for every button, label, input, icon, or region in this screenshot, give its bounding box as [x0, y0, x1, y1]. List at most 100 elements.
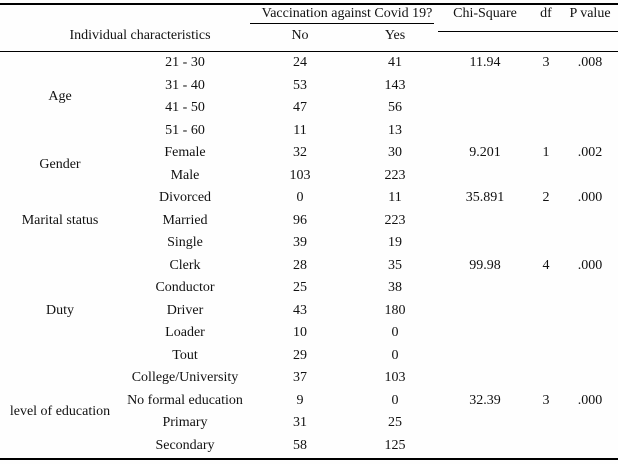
chi-value-cell: 9.201: [469, 145, 501, 161]
table-row: Marital status Divorced 0 11 35.891 2 .000: [0, 187, 618, 228]
df-value-cell: [530, 97, 562, 120]
table-row: Gender Female 32 30 9.201 1 .002: [0, 142, 618, 171]
table-row: Single 39 19: [0, 232, 618, 255]
subcategory-cell: 41 - 50: [165, 100, 205, 116]
yes-value-cell: 125: [384, 437, 406, 453]
p-value-cell: .000: [577, 257, 603, 273]
p-value-cell: .000: [577, 190, 603, 206]
no-value-cell: 47: [293, 100, 307, 116]
df-value-cell: [530, 277, 562, 300]
df-value-cell: [530, 210, 562, 233]
table-bottom-border: [0, 458, 618, 460]
yes-value-cell: 35: [388, 257, 402, 273]
table-row: Loader 10 0: [0, 322, 618, 345]
p-value-cell: [562, 345, 618, 368]
subcategory-cell: No formal education: [127, 392, 243, 408]
p-value-cell: [562, 412, 618, 435]
p-value-cell: [562, 75, 618, 98]
no-column-header: No: [291, 28, 309, 43]
p-value-cell: .000: [577, 392, 603, 408]
subcategory-cell: Male: [170, 167, 200, 183]
subcategory-cell: Married: [162, 212, 208, 228]
chi-value-cell: [440, 367, 530, 390]
subcategory-cell: Driver: [166, 302, 204, 318]
yes-column-header: Yes: [384, 28, 406, 43]
p-value-cell: [562, 210, 618, 233]
df-value-cell: [530, 300, 562, 323]
no-value-cell: 53: [293, 77, 307, 93]
df-value-cell: [530, 120, 562, 143]
yes-value-cell: 143: [384, 77, 406, 93]
df-value-cell: [530, 322, 562, 345]
subcategory-cell: 21 - 30: [165, 55, 205, 71]
df-header: df: [540, 6, 552, 21]
p-value-cell: [562, 322, 618, 345]
df-value-cell: [530, 435, 562, 458]
chi-value-cell: [440, 232, 530, 255]
p-value-cell: [562, 165, 618, 188]
no-value-cell: 96: [293, 212, 307, 228]
table-row: Primary 31 25: [0, 412, 618, 435]
table-row: Driver 43 180: [0, 300, 618, 323]
no-value-cell: 58: [293, 437, 307, 453]
table-row: Married 96 223: [0, 210, 618, 233]
subcategory-cell: Secondary: [155, 437, 215, 453]
yes-value-cell: 103: [384, 370, 406, 386]
stats-header-underline: [438, 31, 618, 32]
yes-value-cell: 11: [388, 190, 402, 206]
p-value-cell: [562, 97, 618, 120]
yes-value-cell: 13: [388, 122, 402, 138]
df-value-cell: 1: [542, 145, 550, 161]
no-value-cell: 28: [293, 257, 307, 273]
p-value-cell: [562, 120, 618, 143]
df-value-cell: [530, 75, 562, 98]
chi-value-cell: [440, 322, 530, 345]
chi-value-cell: [440, 120, 530, 143]
no-value-cell: 103: [289, 167, 311, 183]
no-value-cell: 43: [293, 302, 307, 318]
p-value-cell: [562, 232, 618, 255]
yes-value-cell: 41: [388, 55, 402, 71]
subcategory-cell: Clerk: [169, 257, 201, 273]
no-value-cell: 11: [293, 122, 307, 138]
df-value-cell: 3: [542, 392, 550, 408]
table-body: Age 21 - 30 24 41 11.94 3.008 31 - 40 53 143 41 -…: [0, 52, 618, 457]
table-row: Tout 29 0: [0, 345, 618, 368]
no-value-cell: 37: [293, 370, 307, 386]
no-value-cell: 25: [293, 280, 307, 296]
category-label: Age: [48, 89, 72, 104]
yes-value-cell: 25: [388, 415, 402, 431]
subcategory-cell: Female: [164, 145, 206, 161]
p-value-cell: [562, 277, 618, 300]
yes-value-cell: 30: [388, 145, 402, 161]
yes-value-cell: 19: [388, 235, 402, 251]
subcategory-cell: College/University: [131, 370, 239, 386]
table-row: Duty Clerk 28 35 99.98 4 .000: [0, 255, 618, 318]
df-value-cell: [530, 165, 562, 188]
table-row: 51 - 60 11 13: [0, 120, 618, 143]
p-value-cell: [562, 300, 618, 323]
p-value-cell: .008: [577, 55, 603, 71]
table-row: Age 21 - 30 24 41 11.94 3 .008: [0, 52, 618, 104]
subcategory-cell: Tout: [172, 347, 198, 363]
table-row: Secondary 58 125: [0, 435, 618, 458]
vaccination-group-underline: [250, 23, 434, 24]
yes-value-cell: 0: [391, 347, 399, 363]
chi-value-cell: [440, 435, 530, 458]
data-table: Age 21 - 30 24 41 11.94 3.008 31 - 40 53 143 41 -…: [0, 52, 618, 457]
df-value-cell: [530, 367, 562, 390]
vaccination-group-header: Vaccination against Covid 19?: [261, 6, 433, 21]
subcategory-cell: 51 - 60: [165, 122, 205, 138]
chi-value-cell: [440, 277, 530, 300]
yes-value-cell: 0: [391, 392, 399, 408]
chi-value-cell: 11.94: [469, 55, 501, 71]
subcategory-cell: Primary: [162, 415, 208, 431]
individual-characteristics-header: Individual characteristics: [69, 28, 211, 43]
subcategory-cell: Loader: [165, 325, 205, 341]
p-value-cell: [562, 367, 618, 390]
chi-value-cell: [440, 300, 530, 323]
no-value-cell: 32: [293, 145, 307, 161]
no-value-cell: 39: [293, 235, 307, 251]
chi-value-cell: [440, 412, 530, 435]
table-row: Male 103 223: [0, 165, 618, 188]
